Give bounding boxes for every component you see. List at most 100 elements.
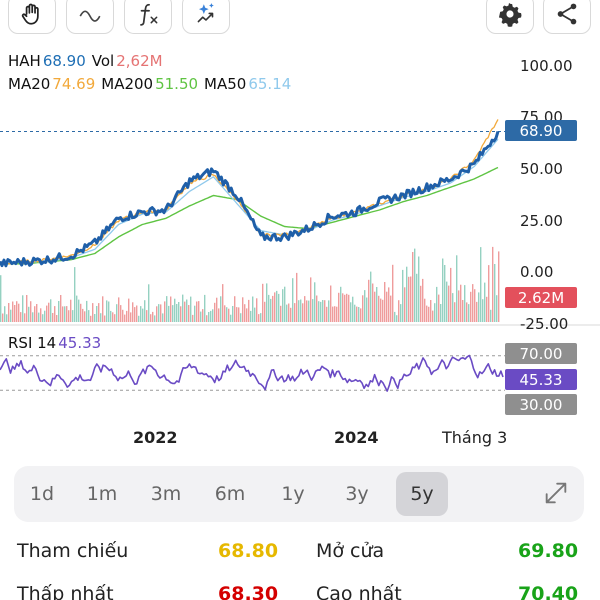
volume-bar <box>496 295 498 322</box>
volume-bar <box>444 265 446 322</box>
expand-icon[interactable] <box>542 479 570 507</box>
volume-bar <box>482 299 484 322</box>
y-tick-label: 0.00 <box>520 263 554 281</box>
volume-bar <box>314 282 316 322</box>
volume-bar <box>176 304 178 322</box>
volume-bar <box>158 304 160 322</box>
volume-bar <box>256 298 258 322</box>
volume-bar <box>324 300 326 322</box>
chart-toolbar <box>0 0 600 36</box>
volume-bar <box>224 305 226 322</box>
volume-bar <box>300 299 302 322</box>
range-6m-button[interactable]: 6m <box>214 483 246 505</box>
volume-bar <box>178 302 180 322</box>
hand-icon <box>21 3 39 25</box>
hand-tool-button[interactable] <box>8 0 56 34</box>
volume-bar <box>2 313 4 322</box>
volume-bar <box>334 306 336 322</box>
ai-tool-button[interactable] <box>182 0 230 34</box>
volume-bar <box>162 313 164 322</box>
volume-bar <box>290 307 292 322</box>
volume-bar <box>232 306 234 322</box>
volume-bar <box>384 282 386 322</box>
volume-bar <box>390 295 392 322</box>
volume-bar <box>238 307 240 322</box>
x-axis-label: Tháng 3 <box>442 428 508 447</box>
volume-bar <box>474 289 476 322</box>
volume-bar <box>252 296 254 322</box>
volume-bar <box>322 300 324 322</box>
share-button[interactable] <box>543 0 591 34</box>
volume-bar <box>374 291 376 322</box>
volume-bar <box>120 305 122 322</box>
legend-vol-label: Vol <box>91 52 115 70</box>
volume-bar <box>52 313 54 322</box>
range-3y-button[interactable]: 3y <box>345 483 369 505</box>
volume-bar <box>498 251 500 322</box>
volume-bar <box>96 306 98 322</box>
range-5y-button[interactable]: 5y <box>396 472 448 516</box>
volume-bar <box>446 281 448 322</box>
volume-bar <box>14 305 16 322</box>
volume-bar <box>164 301 166 322</box>
volume-bar <box>326 306 328 322</box>
range-1d-button[interactable]: 1d <box>29 483 55 505</box>
legend-price: 68.90 <box>42 52 86 70</box>
settings-button[interactable] <box>486 0 534 34</box>
volume-bar <box>210 310 212 322</box>
volume-bar <box>248 299 250 322</box>
volume-bar <box>0 275 2 322</box>
volume-bar <box>114 314 116 322</box>
volume-bar <box>480 247 482 322</box>
volume-bar <box>368 279 370 322</box>
volume-bar <box>72 310 74 322</box>
line-tool-button[interactable] <box>66 0 114 34</box>
volume-bar <box>62 306 64 322</box>
volume-bar <box>466 302 468 322</box>
x-axis-label: 2024 <box>334 428 379 447</box>
volume-bar <box>472 284 474 322</box>
volume-bar <box>298 300 300 322</box>
volume-bar <box>440 304 442 322</box>
volume-bar <box>336 306 338 322</box>
volume-bar <box>68 310 70 322</box>
volume-bar <box>38 312 40 322</box>
volume-bar <box>394 311 396 322</box>
volume-bar <box>56 315 58 322</box>
function-icon <box>140 3 158 26</box>
volume-bar <box>122 309 124 322</box>
share-icon <box>557 3 577 25</box>
volume-bar <box>258 314 260 322</box>
volume-bar <box>160 304 162 322</box>
volume-bar <box>218 308 220 322</box>
range-1m-button[interactable]: 1m <box>86 483 118 505</box>
chart-canvas[interactable] <box>0 44 600 464</box>
line-tool-icon <box>79 10 101 22</box>
volume-bar <box>458 290 460 322</box>
volume-bar <box>194 305 196 322</box>
volume-bar <box>402 269 404 322</box>
volume-bar <box>108 301 110 322</box>
volume-bar <box>484 282 486 322</box>
volume-bar <box>20 312 22 322</box>
volume-bar <box>464 285 466 322</box>
volume-bar <box>180 306 182 322</box>
volume-bar <box>360 308 362 322</box>
volume-bar <box>230 314 232 322</box>
volume-bar <box>476 301 478 322</box>
volume-bar <box>242 297 244 322</box>
range-3m-button[interactable]: 3m <box>150 483 182 505</box>
volume-bar <box>486 296 488 322</box>
volume-bar <box>424 298 426 322</box>
range-1y-button[interactable]: 1y <box>281 483 305 505</box>
indicator-function-button[interactable] <box>124 0 172 34</box>
volume-bar <box>36 304 38 322</box>
volume-bar <box>10 309 12 322</box>
volume-bar <box>376 287 378 322</box>
volume-bar <box>436 286 438 322</box>
volume-bar <box>382 299 384 322</box>
volume-bar <box>88 310 90 322</box>
volume-bar <box>282 289 284 322</box>
price-chart[interactable]: HAH 68.90 Vol 2,62M MA20 74.69 MA200 51.50 MA50… <box>0 44 600 464</box>
volume-bar <box>396 315 398 322</box>
